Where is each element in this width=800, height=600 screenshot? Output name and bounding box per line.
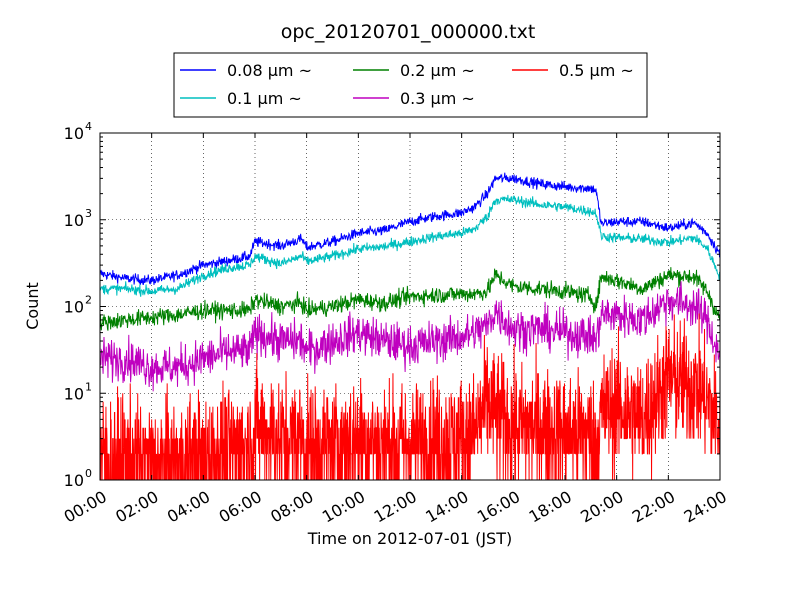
y-tick-base: 10 <box>64 384 84 403</box>
chart-title: opc_20120701_000000.txt <box>281 21 536 43</box>
y-tick-label: 102 <box>64 294 92 317</box>
legend-label-1: 0.1 µm ~ <box>227 89 302 108</box>
y-tick-exponent: 4 <box>85 120 92 133</box>
y-tick-exponent: 0 <box>85 467 92 480</box>
y-tick-exponent: 3 <box>85 207 92 220</box>
series-line-3 <box>100 281 720 392</box>
legend-label-0: 0.08 µm ~ <box>227 61 312 80</box>
y-tick-base: 10 <box>64 471 84 490</box>
y-tick-label: 100 <box>64 467 92 490</box>
y-tick-exponent: 2 <box>85 294 92 307</box>
legend-box <box>173 52 648 118</box>
legend-label-3: 0.3 µm ~ <box>400 89 475 108</box>
series-line-1 <box>100 194 720 297</box>
x-axis-label: Time on 2012-07-01 (JST) <box>307 529 512 548</box>
y-tick-base: 10 <box>64 211 84 230</box>
y-axis-label: Count <box>23 282 42 330</box>
y-tick-base: 10 <box>64 124 84 143</box>
series-layer <box>100 172 720 480</box>
series-line-0 <box>100 172 720 285</box>
series-line-4 <box>100 313 720 480</box>
legend-label-4: 0.5 µm ~ <box>559 61 634 80</box>
legend: 0.08 µm ~ 0.1 µm ~ 0.2 µm ~ 0.3 µm ~ 0.5 µm … <box>180 61 634 108</box>
y-tick-label: 101 <box>64 380 92 403</box>
y-tick-exponent: 1 <box>85 380 92 393</box>
series-line-2 <box>100 267 720 331</box>
legend-label-2: 0.2 µm ~ <box>400 61 475 80</box>
y-tick-label: 103 <box>64 207 92 230</box>
y-tick-label: 104 <box>64 120 92 143</box>
y-tick-base: 10 <box>64 298 84 317</box>
